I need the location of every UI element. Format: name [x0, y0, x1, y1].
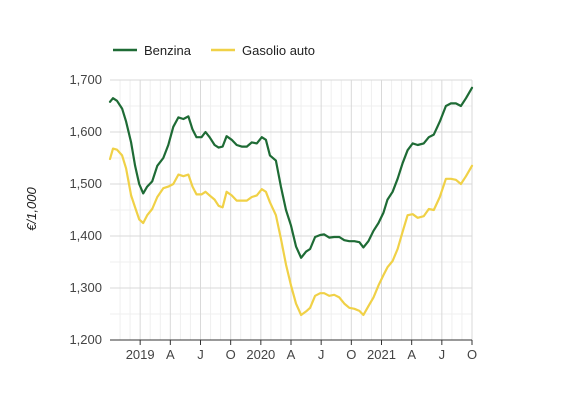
- x-tick-label: 2020: [246, 347, 275, 362]
- legend-label-benzina[interactable]: Benzina: [144, 43, 192, 58]
- y-tick-label: 1,700: [69, 72, 102, 87]
- x-tick-label: J: [439, 347, 446, 362]
- y-axis-label: €/1,000: [24, 187, 39, 231]
- series-line-benzina: [108, 86, 474, 259]
- x-tick-label: O: [467, 347, 477, 362]
- y-tick-label: 1,500: [69, 176, 102, 191]
- series-lines: [108, 86, 474, 317]
- x-tick-label: J: [197, 347, 204, 362]
- y-tick-label: 1,200: [69, 332, 102, 347]
- x-tick-label: A: [287, 347, 296, 362]
- axes: 1,200 1,300 1,400 1,500 1,600 1,700 2019 A J O 202…: [69, 72, 477, 362]
- y-tick-label: 1,300: [69, 280, 102, 295]
- x-tick-label: A: [166, 347, 175, 362]
- legend-label-gasolio[interactable]: Gasolio auto: [242, 43, 315, 58]
- x-tick-label: O: [346, 347, 356, 362]
- series-line-gasolio: [108, 147, 474, 317]
- y-tick-label: 1,600: [69, 124, 102, 139]
- x-tick-label: 2019: [126, 347, 155, 362]
- x-tick-label: 2021: [367, 347, 396, 362]
- y-tick-label: 1,400: [69, 228, 102, 243]
- gridlines: [110, 79, 473, 340]
- x-tick-label: O: [226, 347, 236, 362]
- x-tick-label: J: [318, 347, 325, 362]
- legend: Benzina Gasolio auto: [113, 43, 315, 58]
- x-tick-label: A: [407, 347, 416, 362]
